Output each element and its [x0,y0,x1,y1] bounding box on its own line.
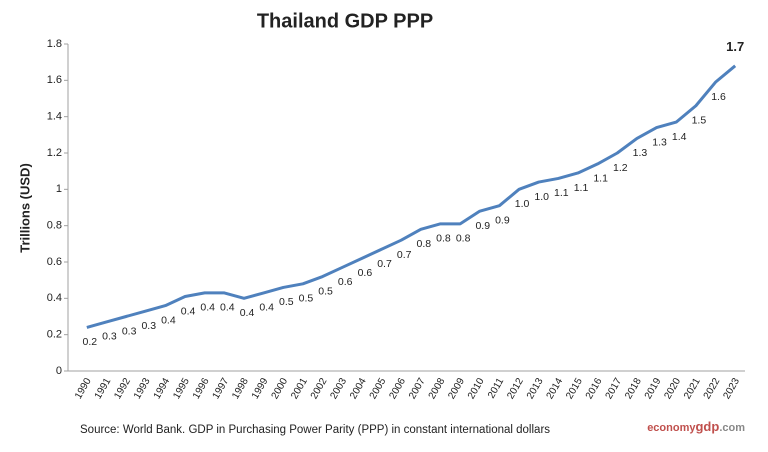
x-tick-label: 1992 [112,376,133,401]
x-tick-label: 2010 [466,376,487,401]
x-tick-label: 2004 [348,376,369,401]
y-tick-label: 0.6 [47,256,62,268]
data-label: 0.3 [122,325,137,337]
data-label: 1.5 [692,115,707,127]
data-label: 1.3 [652,136,667,148]
y-tick-label: 1.8 [47,38,62,50]
x-tick-label: 2006 [387,376,408,401]
x-tick-label: 2014 [545,376,566,401]
x-tick-label: 2019 [643,376,664,401]
x-tick-label: 2021 [682,376,703,401]
data-label: 0.8 [417,238,432,250]
x-tick-label: 2016 [584,376,605,401]
x-tick-label: 1994 [152,376,173,401]
y-tick-label: 1.4 [47,111,62,123]
x-tick-label: 2007 [407,376,428,401]
data-label: 0.4 [161,314,176,326]
data-label: 0.8 [436,233,451,245]
data-label: 0.4 [240,307,255,319]
y-tick-label: 0.8 [47,220,62,232]
y-tick-label: 0.4 [47,292,62,304]
x-tick-label: 1997 [211,376,232,401]
y-tick-label: 0.2 [47,329,62,341]
x-tick-label: 2009 [446,376,467,401]
chart-title: Thailand GDP PPP [257,10,433,32]
data-label: 0.5 [318,285,333,297]
x-tick-label: 1996 [191,376,212,401]
x-tick-label: 1995 [171,376,192,401]
x-tick-label: 2023 [721,376,742,401]
watermark-part: .com [719,422,745,434]
x-tick-label: 2005 [368,376,389,401]
y-tick-label: 0 [56,365,62,377]
data-label: 0.6 [338,276,353,288]
data-label: 1.6 [711,91,726,103]
data-label: 0.5 [299,293,314,305]
data-label: 1.1 [574,182,589,194]
data-label: 1.0 [534,191,549,203]
data-label: 0.8 [456,233,471,245]
data-label: 1.7 [726,39,744,54]
data-label: 1.1 [554,187,569,199]
data-label: 1.1 [593,173,608,185]
data-label: 0.6 [358,267,373,279]
x-tick-label: 2000 [270,376,291,401]
data-label: 1.4 [672,131,687,143]
x-tick-label: 2002 [309,376,330,401]
data-label: 0.9 [475,220,490,232]
x-tick-label: 1990 [73,376,94,401]
x-tick-label: 2001 [289,376,310,401]
watermark-part: gdp [695,419,719,434]
x-tick-label: 2003 [328,376,349,401]
source-note: Source: World Bank. GDP in Purchasing Po… [80,424,550,436]
y-tick-label: 1.6 [47,74,62,86]
x-tick-label: 2011 [486,376,506,401]
x-tick-label: 2017 [604,376,625,401]
data-label: 0.2 [83,336,98,348]
watermark: economygdp.com [647,419,745,434]
y-axis-label: Trillions (USD) [17,163,32,253]
data-label: 0.7 [377,258,392,270]
x-tick-label: 1999 [250,376,271,401]
x-tick-label: 1991 [93,376,114,401]
x-tick-label: 2022 [702,376,723,401]
data-label: 0.5 [279,296,294,308]
x-tick-label: 1993 [132,376,153,401]
x-tick-label: 2013 [525,376,546,401]
x-tick-label: 1998 [230,376,251,401]
x-tick-label: 2018 [623,376,644,401]
x-tick-label: 2015 [564,376,585,401]
watermark-part: economy [647,422,696,434]
data-label: 1.2 [613,162,628,174]
data-label: 0.4 [259,302,274,314]
data-label: 0.3 [141,320,156,332]
x-tick-label: 2012 [505,376,526,401]
data-label: 0.4 [181,305,196,317]
y-tick-label: 1 [56,183,62,195]
data-label: 0.4 [220,302,235,314]
data-label: 1.3 [633,147,648,159]
line [86,64,737,329]
y-tick-label: 1.2 [47,147,62,159]
data-label: 0.7 [397,249,412,261]
data-label: 0.4 [200,302,215,314]
x-tick-label: 2008 [427,376,448,401]
x-tick-label: 2020 [662,376,683,401]
data-label: 1.0 [515,198,530,210]
data-label: 0.9 [495,214,510,226]
data-label: 0.3 [102,331,117,343]
